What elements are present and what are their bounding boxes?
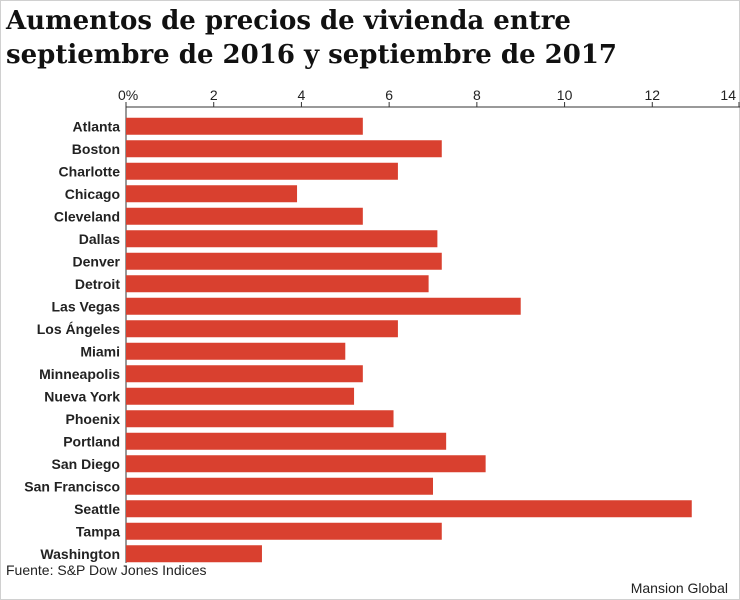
category-label: San Francisco	[24, 478, 120, 494]
bar	[126, 365, 363, 383]
x-tick-label: 0%	[118, 87, 138, 103]
category-label: San Diego	[52, 456, 120, 472]
bar	[126, 207, 363, 225]
bar	[126, 455, 486, 473]
category-label: Denver	[73, 253, 121, 269]
bar	[126, 185, 298, 203]
category-label: Cleveland	[54, 208, 120, 224]
chart-title: Aumentos de precios de vivienda entre se…	[6, 6, 618, 70]
bar	[126, 500, 692, 518]
bar	[126, 117, 363, 135]
x-tick-label: 2	[210, 87, 218, 103]
category-label: Chicago	[65, 186, 120, 202]
bar	[126, 342, 346, 360]
category-label: Portland	[63, 433, 120, 449]
category-label: Charlotte	[59, 163, 121, 179]
x-tick-label: 4	[298, 87, 306, 103]
category-labels: Atlanta Boston Charlotte Chicago Cleveland Da…	[24, 118, 120, 562]
bar	[126, 230, 438, 248]
x-tick-label: 6	[385, 87, 393, 103]
bar	[126, 522, 442, 540]
bar	[126, 320, 398, 338]
bar	[126, 410, 394, 428]
category-label: Washington	[40, 546, 120, 562]
category-label: Nueva York	[44, 388, 120, 404]
bar	[126, 162, 398, 180]
x-tick-label: 12	[644, 87, 660, 103]
bar	[126, 477, 433, 495]
bar	[126, 545, 262, 563]
category-label: Boston	[72, 141, 120, 157]
bar	[126, 275, 429, 293]
bars	[126, 117, 692, 563]
category-label: Phoenix	[66, 411, 121, 427]
category-label: Las Vegas	[52, 298, 121, 314]
bar	[126, 297, 521, 315]
category-label: Los Ángeles	[37, 321, 120, 337]
bar	[126, 252, 442, 270]
bar	[126, 140, 442, 158]
x-tick-label: 14	[720, 87, 736, 103]
category-label: Tampa	[76, 523, 120, 539]
category-label: Detroit	[75, 276, 120, 292]
bar	[126, 432, 447, 450]
source-note: Fuente: S&P Dow Jones Indices	[6, 562, 207, 578]
category-label: Dallas	[79, 231, 120, 247]
category-label: Minneapolis	[39, 366, 120, 382]
brand-label: Mansion Global	[630, 580, 728, 596]
x-tick-label: 10	[557, 87, 573, 103]
category-label: Miami	[80, 343, 120, 359]
x-tick-label: 8	[473, 87, 481, 103]
bar	[126, 387, 355, 405]
category-label: Atlanta	[73, 118, 121, 134]
category-label: Seattle	[74, 501, 120, 517]
